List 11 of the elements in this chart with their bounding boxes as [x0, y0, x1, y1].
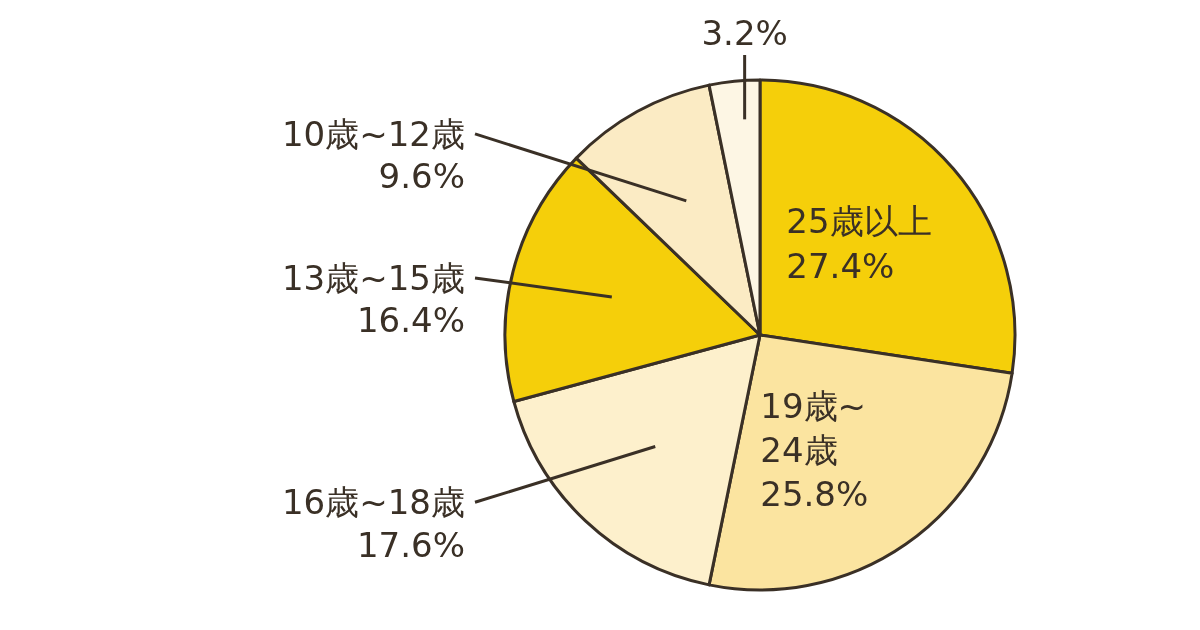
slice-label: 19歳~24歳 [760, 385, 867, 470]
data-label: 3.2% [701, 13, 788, 53]
data-label: 9.6% [378, 156, 465, 197]
slice-label: 16歳~18歳 [281, 482, 465, 523]
slice-label: 10歳~12歳 [281, 113, 465, 154]
slice-label: 25歳以上 [786, 201, 932, 242]
data-label: 27.4% [786, 245, 895, 286]
data-label: 25.8% [760, 474, 869, 515]
data-label: 17.6% [356, 524, 465, 565]
slice-label: 13歳~15歳 [281, 257, 465, 298]
data-label: 16.4% [356, 300, 465, 341]
